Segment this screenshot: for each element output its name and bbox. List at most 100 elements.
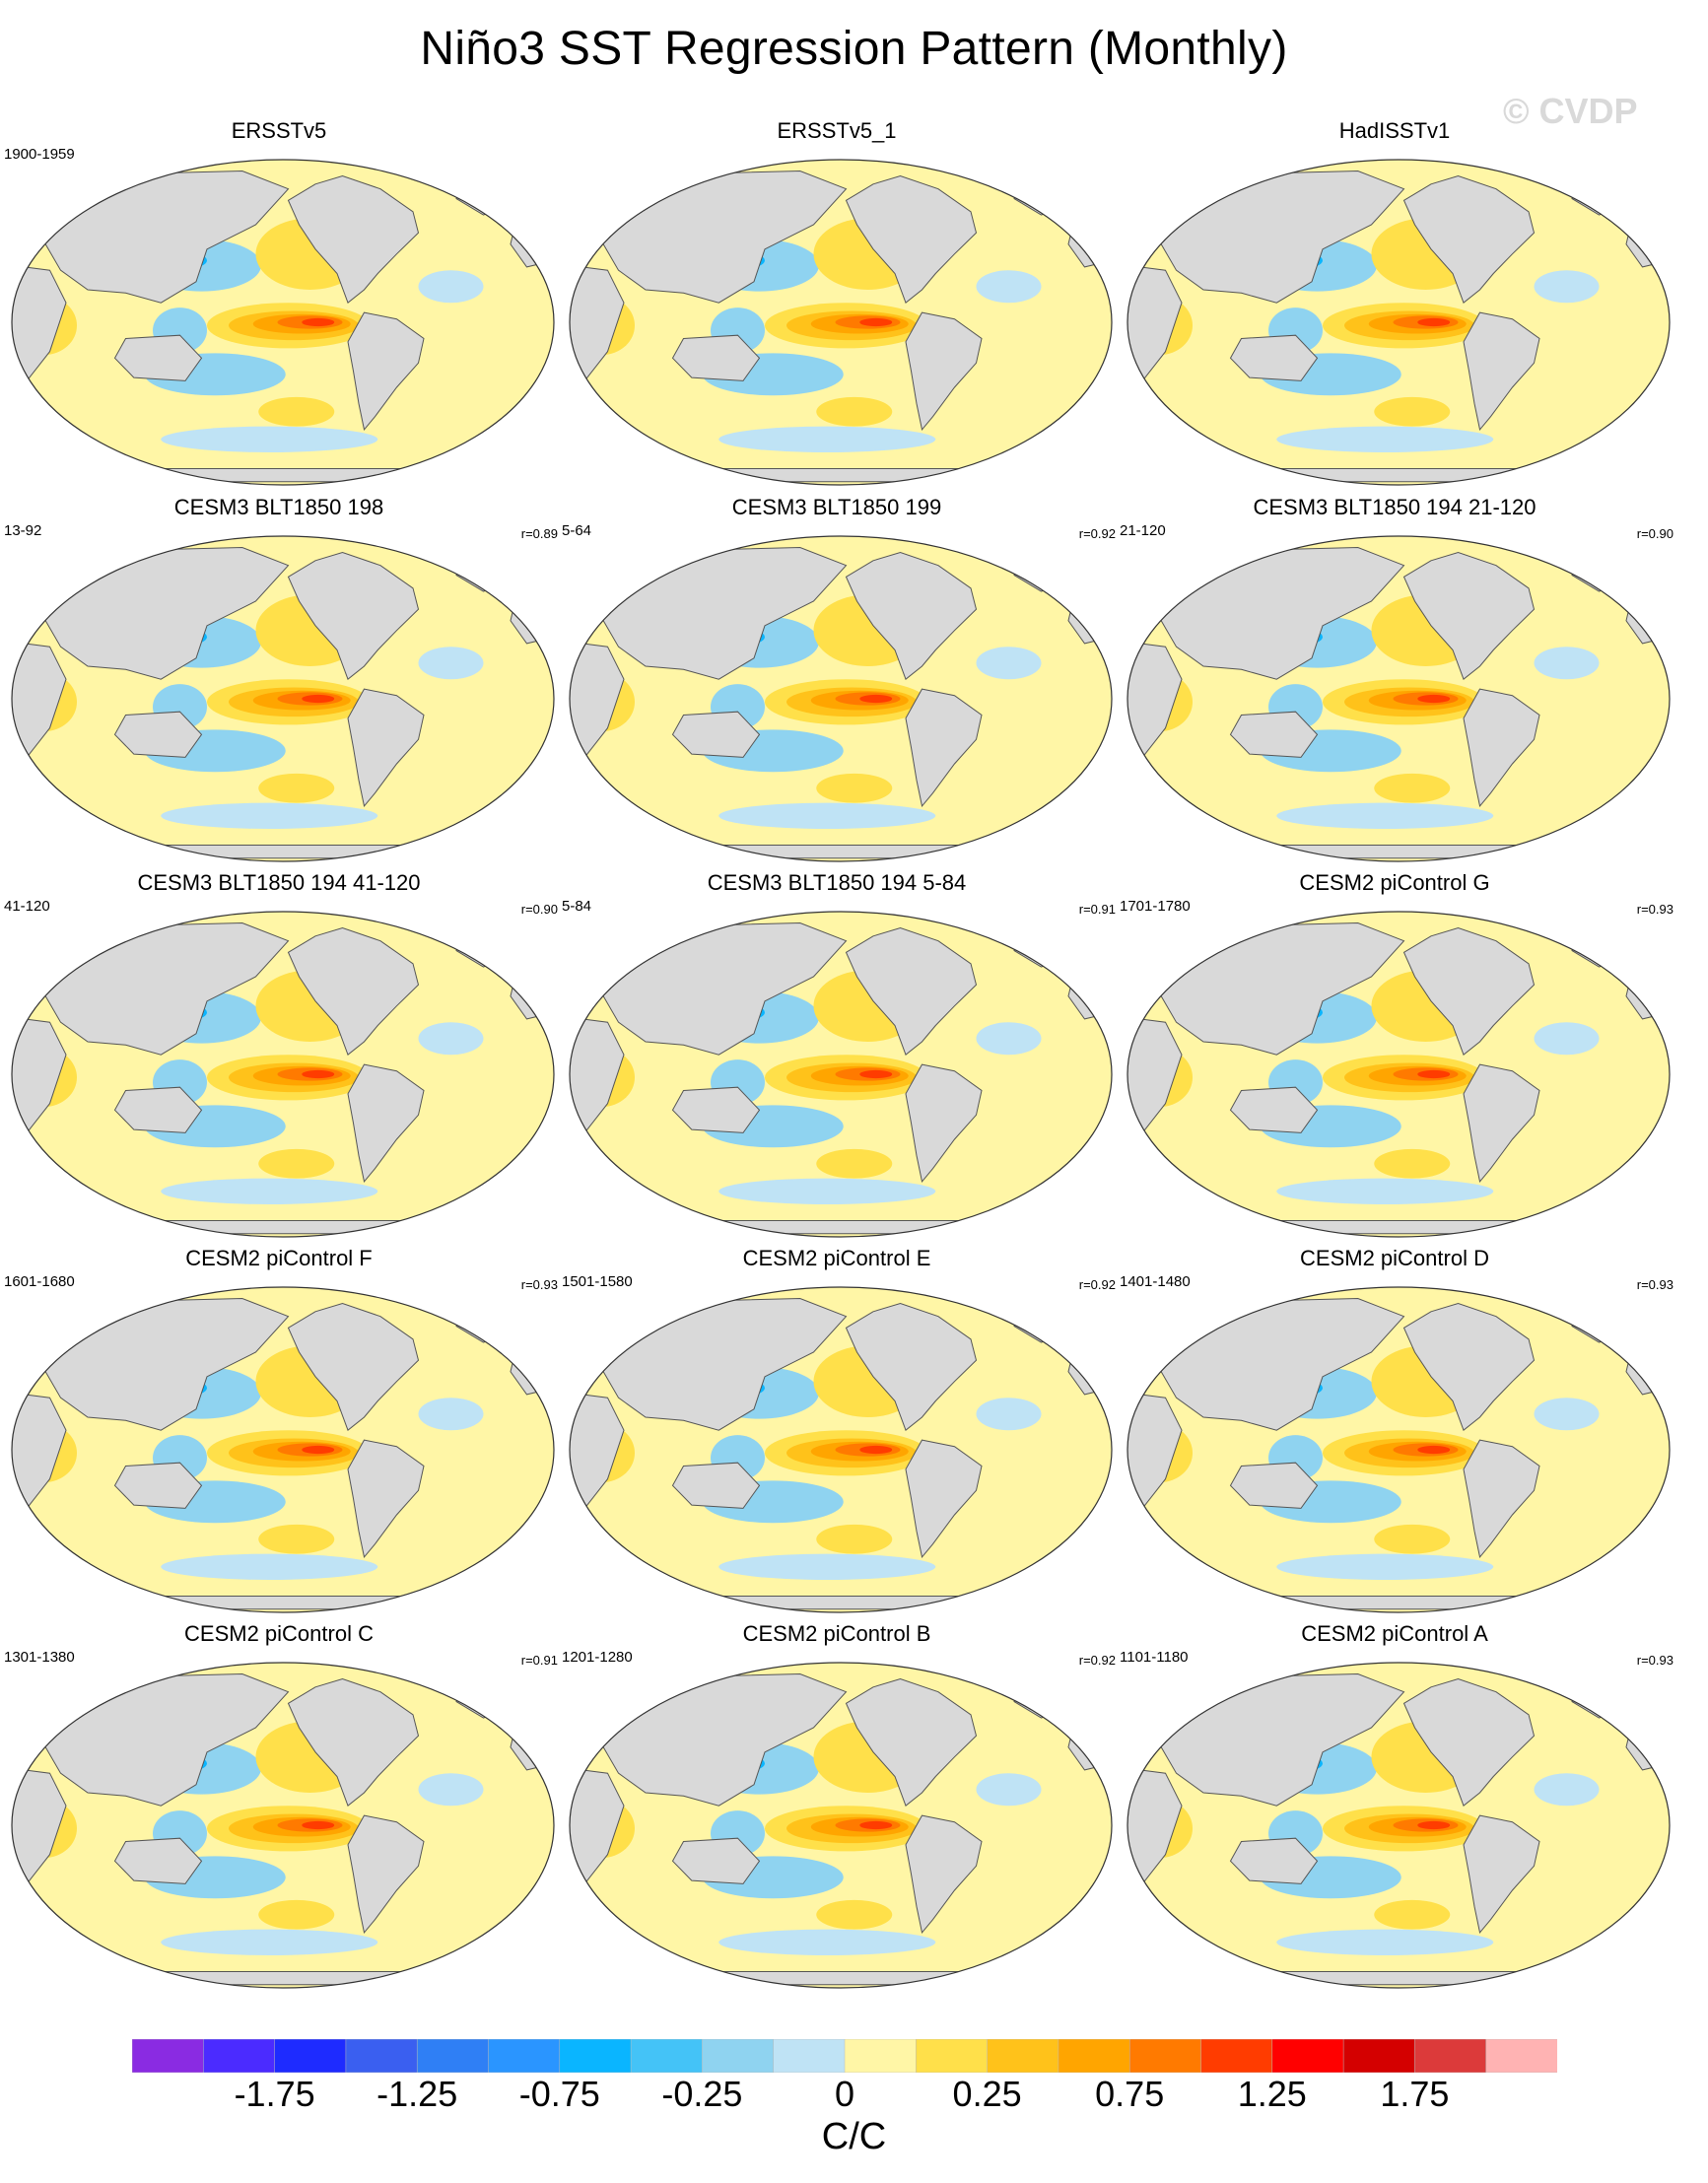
colorbar-swatch xyxy=(630,2039,704,2073)
pattern-correlation: r=0.91 xyxy=(1078,902,1116,917)
colorbar-swatch xyxy=(203,2039,276,2073)
world-map xyxy=(569,159,1113,486)
warm-anomaly-region xyxy=(816,396,893,427)
africa xyxy=(12,264,67,385)
south-america xyxy=(905,1814,983,1935)
colorbar-swatch xyxy=(1414,2039,1487,2073)
panel-title: CESM3 BLT1850 194 5-84 xyxy=(707,870,967,895)
world-map xyxy=(11,535,555,862)
map-panel: CESM3 BLT1850 199 5-64 r=0.92 xyxy=(558,495,1116,865)
warm-anomaly-region xyxy=(816,773,893,803)
antarctica xyxy=(1235,845,1562,859)
map-border xyxy=(569,159,1113,486)
map-panel: CESM2 piControl E 1501-1580 r=0.92 xyxy=(558,1246,1116,1616)
panel-period: 13-92 xyxy=(4,522,42,539)
south-america xyxy=(347,1063,425,1184)
colorbar xyxy=(132,2039,1557,2073)
map-border xyxy=(569,535,1113,862)
warm-anomaly-region xyxy=(1374,1524,1451,1554)
antarctica xyxy=(119,845,446,859)
map-border xyxy=(11,535,555,862)
cool-anomaly-region xyxy=(161,802,378,829)
warm-tongue-core xyxy=(859,694,893,704)
map-panel: ERSSTv5_1 xyxy=(558,118,1116,489)
world-map xyxy=(1127,911,1671,1238)
cool-anomaly-region xyxy=(1534,647,1600,680)
cool-anomaly-region xyxy=(976,1022,1042,1056)
antarctica xyxy=(677,1220,1004,1235)
map-border xyxy=(569,911,1113,1238)
panel-period: 41-120 xyxy=(4,898,50,915)
warm-tongue-core xyxy=(859,1445,893,1455)
warm-anomaly-region xyxy=(816,1148,893,1179)
panel-period: 1900-1959 xyxy=(4,146,75,163)
north-america xyxy=(845,551,978,681)
north-america xyxy=(287,1677,420,1808)
africa xyxy=(570,1016,625,1137)
cool-anomaly-region xyxy=(1276,1553,1494,1580)
warm-anomaly-region xyxy=(258,773,335,803)
cool-anomaly-region xyxy=(976,270,1042,304)
africa xyxy=(570,264,625,385)
australia xyxy=(1229,1086,1319,1133)
warm-anomaly-region xyxy=(258,1524,335,1554)
north-america xyxy=(845,1302,978,1432)
colorbar-swatch xyxy=(1485,2039,1557,2073)
cool-anomaly-region xyxy=(1534,1398,1600,1431)
map-border xyxy=(1127,159,1671,486)
colorbar-swatch xyxy=(773,2039,846,2073)
world-map xyxy=(11,911,555,1238)
australia xyxy=(671,1086,761,1133)
antarctica xyxy=(1235,1220,1562,1235)
colorbar-tick-label: 0.75 xyxy=(1095,2074,1165,2114)
pattern-correlation: r=0.91 xyxy=(520,1653,558,1668)
colorbar-tick-label: 1.75 xyxy=(1380,2074,1450,2114)
north-america xyxy=(287,926,420,1057)
australia xyxy=(113,1462,203,1509)
warm-tongue-core xyxy=(1417,1069,1451,1079)
antarctica xyxy=(119,1971,446,1986)
north-america xyxy=(1402,1302,1536,1432)
africa xyxy=(570,641,625,762)
south-america xyxy=(1463,311,1540,432)
map-panel: CESM2 piControl D 1401-1480 r=0.93 xyxy=(1116,1246,1674,1616)
warm-anomaly-region xyxy=(1374,1148,1451,1179)
colorbar-units: C/C xyxy=(821,2116,887,2157)
north-america xyxy=(845,174,978,305)
africa xyxy=(12,1767,67,1888)
cool-anomaly-region xyxy=(1534,1773,1600,1807)
south-america xyxy=(905,311,983,432)
world-map xyxy=(569,911,1113,1238)
colorbar-swatch xyxy=(1342,2039,1416,2073)
world-map xyxy=(1127,1662,1671,1989)
cool-anomaly-region xyxy=(1276,1929,1494,1955)
africa xyxy=(1127,1392,1183,1513)
australia xyxy=(1229,711,1319,758)
antarctica xyxy=(677,845,1004,859)
map-panel: CESM2 piControl G 1701-1780 r=0.93 xyxy=(1116,870,1674,1241)
map-panel: CESM2 piControl C 1301-1380 r=0.91 xyxy=(0,1621,558,1992)
colorbar-swatch xyxy=(416,2039,490,2073)
map-panel: CESM2 piControl F 1601-1680 r=0.93 xyxy=(0,1246,558,1616)
warm-tongue-core xyxy=(1417,1820,1451,1830)
colorbar-tick-label: 1.25 xyxy=(1237,2074,1307,2114)
antarctica xyxy=(1235,1596,1562,1610)
warm-anomaly-region xyxy=(1374,396,1451,427)
north-america xyxy=(845,1677,978,1808)
cool-anomaly-region xyxy=(976,647,1042,680)
panel-period: 1101-1180 xyxy=(1120,1649,1189,1666)
north-america xyxy=(287,551,420,681)
cool-anomaly-region xyxy=(418,1773,484,1807)
warm-anomaly-region xyxy=(258,396,335,427)
antarctica xyxy=(677,1596,1004,1610)
panel-title: CESM3 BLT1850 198 xyxy=(173,495,384,519)
panel-title: ERSSTv5 xyxy=(231,118,327,143)
pattern-correlation: r=0.90 xyxy=(1636,526,1674,541)
panel-period: 1701-1780 xyxy=(1120,898,1191,915)
cool-anomaly-region xyxy=(718,426,936,452)
panel-period: 1401-1480 xyxy=(1120,1273,1191,1290)
map-panel: ERSSTv5 1900-1959 xyxy=(0,118,558,489)
warm-tongue-core xyxy=(859,1820,893,1830)
colorbar-swatch xyxy=(274,2039,347,2073)
south-america xyxy=(1463,1814,1540,1935)
